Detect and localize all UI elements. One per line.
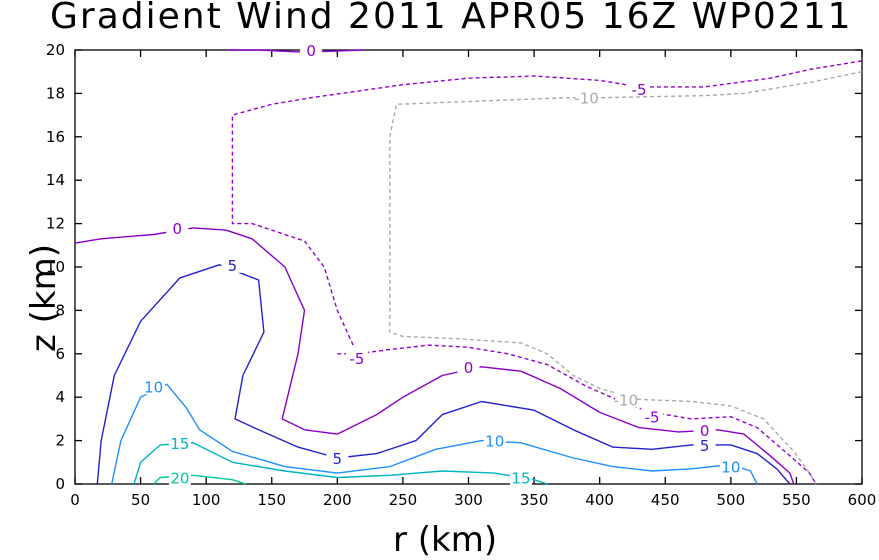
contour-label: 5 [333,450,343,468]
contour-line [337,344,817,485]
contour-label: 0 [464,359,474,377]
y-tick-label: 12 [46,215,65,233]
contour-label: 20 [170,469,189,487]
y-tick-label: 10 [46,258,65,276]
x-axis-label: r (km) [393,520,498,560]
contour-label: 15 [511,469,530,487]
contour-label: 5 [228,257,238,275]
contour-label: -10 [614,391,639,409]
contour-label-bg [641,407,664,425]
contour-label-bg [575,88,598,106]
contour-label-bg [168,468,191,486]
y-tick-label: 2 [55,432,65,450]
x-tick-label: 300 [454,491,483,509]
contour-label-bg [168,433,191,451]
contour-label: 0 [700,422,710,440]
y-tick-label: 16 [46,128,65,146]
contour-label-bg [719,457,742,475]
y-tick-label: 4 [55,388,65,406]
contour-line [153,474,246,485]
contour-line [231,60,863,346]
contour-label-bg [326,448,349,466]
contour-label-bg [221,255,244,273]
x-tick-label: 400 [585,491,614,509]
contour-label: 10 [721,459,740,477]
x-tick-label: 200 [323,491,352,509]
contour-label: 5 [700,437,710,455]
y-tick-label: 0 [55,475,65,493]
contour-label: 10 [485,433,504,451]
y-tick-label: 6 [55,345,65,363]
contour-label: 15 [170,435,189,453]
y-tick-label: 18 [46,84,65,102]
contour-line [389,71,863,485]
contour-label-bg [346,349,369,367]
x-tick-label: 500 [717,491,746,509]
contour-label-bg [509,468,532,486]
y-tick-label: 20 [46,41,65,59]
contour-label-bg [300,41,323,58]
x-tick-label: 350 [520,491,549,509]
x-tick-label: 0 [70,491,80,509]
contour-label-bg [166,218,189,236]
x-tick-label: 50 [131,491,150,509]
contour-line [111,383,758,485]
contour-label-bg [614,390,637,408]
x-tick-label: 100 [192,491,221,509]
contour-line [133,442,548,485]
contour-label-bg [628,80,651,98]
contour-label: -5 [350,350,365,368]
y-tick-label: 8 [55,301,65,319]
contour-label: -5 [645,409,660,427]
contour-label-bg [483,431,506,449]
contour-label-bg [693,435,716,453]
contour-label-bg [457,357,480,375]
x-tick-label: 550 [782,491,811,509]
x-tick-label: 450 [651,491,680,509]
x-tick-label: 600 [848,491,877,509]
contour-label: 0 [306,42,316,60]
chart-title: Gradient Wind 2011 APR05 16Z WP0211 [50,0,853,37]
contour-line [96,264,791,485]
contour-label: 0 [173,220,183,238]
contour-label-bg [693,420,716,438]
contour-label: 10 [144,378,163,396]
x-tick-label: 150 [257,491,286,509]
contour-line [228,49,364,53]
y-tick-label: 14 [46,171,65,189]
contour-label-bg [142,377,165,395]
contour-label: -5 [632,81,647,99]
contour-label: -10 [574,90,599,108]
x-tick-label: 250 [389,491,418,509]
